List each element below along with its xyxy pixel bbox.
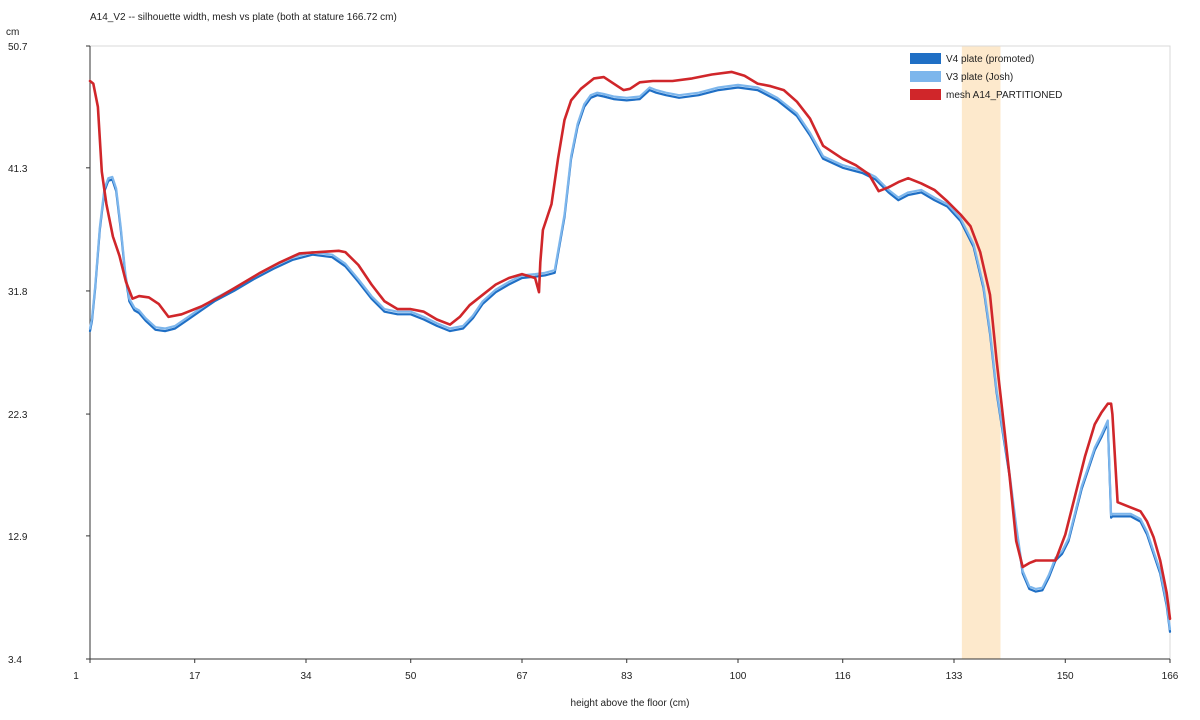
legend-label: mesh A14_PARTITIONED bbox=[946, 90, 1062, 101]
y-axis-label: cm bbox=[6, 27, 20, 38]
x-tick-label: 17 bbox=[189, 671, 201, 682]
x-tick-label: 67 bbox=[516, 671, 528, 682]
legend-label: V4 plate (promoted) bbox=[946, 54, 1034, 65]
y-tick-label: 41.3 bbox=[8, 164, 28, 175]
y-tick-label: 12.9 bbox=[8, 532, 28, 543]
y-tick-label: 3.4 bbox=[8, 655, 22, 666]
chart-title: A14_V2 -- silhouette width, mesh vs plat… bbox=[90, 12, 397, 23]
series-line-2 bbox=[88, 83, 1172, 631]
x-tick-label: 100 bbox=[730, 671, 747, 682]
legend-swatch bbox=[910, 89, 941, 100]
y-tick-label: 50.7 bbox=[8, 42, 28, 53]
x-tick-label: 83 bbox=[621, 671, 633, 682]
legend-swatch bbox=[910, 71, 941, 82]
series-line-3 bbox=[88, 70, 1172, 621]
x-tick-label: 34 bbox=[300, 671, 312, 682]
plot-frame bbox=[89, 45, 1171, 660]
series-line-1 bbox=[88, 86, 1172, 633]
axes-layer: 1 17 34 50 67 83 100 116 133 150 166 50.7 41.3 31.8 22… bbox=[8, 42, 1179, 682]
legend: V4 plate (promoted) V3 plate (Josh) mesh A… bbox=[910, 53, 1062, 101]
band-layer bbox=[961, 46, 1001, 659]
series-layer bbox=[88, 70, 1172, 633]
x-tick-label: 1 bbox=[73, 671, 79, 682]
y-tick-label: 22.3 bbox=[8, 410, 28, 421]
x-tick-label: 133 bbox=[946, 671, 963, 682]
legend-label: V3 plate (Josh) bbox=[946, 72, 1013, 83]
highlight-band bbox=[961, 46, 1001, 659]
x-tick-label: 150 bbox=[1057, 671, 1074, 682]
x-tick-label: 166 bbox=[1162, 671, 1179, 682]
x-axis-label: height above the floor (cm) bbox=[570, 698, 690, 709]
y-tick-label: 31.8 bbox=[8, 287, 28, 298]
legend-swatch bbox=[910, 53, 941, 64]
x-tick-label: 116 bbox=[835, 671, 851, 682]
x-tick-label: 50 bbox=[405, 671, 417, 682]
